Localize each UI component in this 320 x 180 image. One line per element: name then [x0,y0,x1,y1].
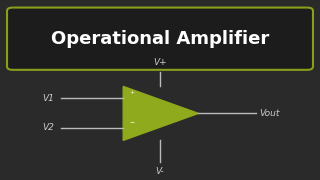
Text: V1: V1 [43,94,54,103]
Text: Operational Amplifier: Operational Amplifier [51,30,269,48]
Text: V-: V- [156,167,164,176]
Text: Vout: Vout [259,109,280,118]
Text: −: − [130,119,135,124]
Polygon shape [123,86,198,140]
Text: V+: V+ [153,58,167,67]
FancyBboxPatch shape [7,8,313,70]
Text: V2: V2 [43,123,54,132]
Text: +: + [130,89,135,94]
